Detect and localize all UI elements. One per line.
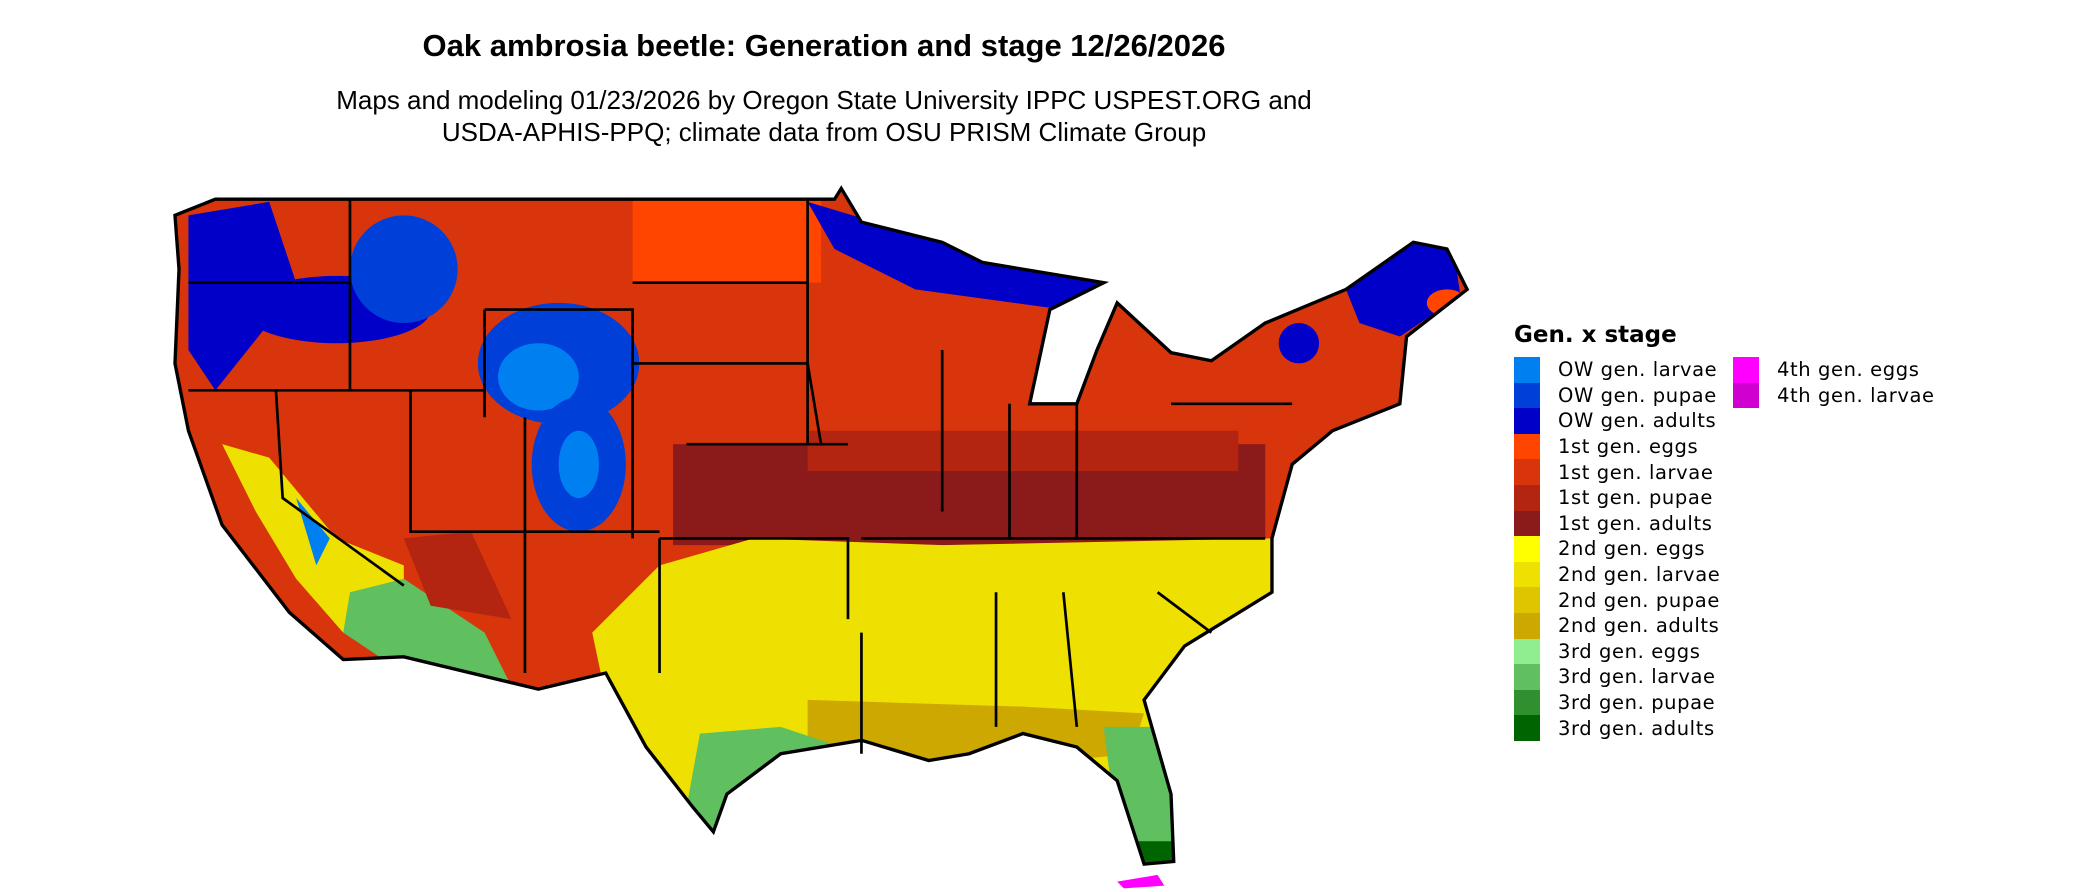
legend-label: 3rd gen. pupae <box>1558 691 1716 715</box>
legend-label: 1st gen. eggs <box>1558 435 1699 459</box>
legend-item: OW gen. larvae <box>1514 357 1733 383</box>
legend-swatch <box>1514 357 1540 383</box>
legend-swatch <box>1514 382 1540 409</box>
legend-label: OW gen. larvae <box>1558 358 1718 382</box>
legend-item: OW gen. adults <box>1514 408 1733 434</box>
legend-label: OW gen. pupae <box>1558 383 1717 407</box>
legend-label: 2nd gen. larvae <box>1558 563 1721 587</box>
legend-column: 4th gen. eggs 4th gen. larvae <box>1733 357 1952 741</box>
legend-item: 3rd gen. adults <box>1514 715 1733 741</box>
state-borders <box>188 199 1293 754</box>
legend-label: 1st gen. adults <box>1558 511 1713 535</box>
legend-swatch <box>1514 689 1540 716</box>
map-title: Oak ambrosia beetle: Generation and stag… <box>422 28 1226 63</box>
legend-item: 4th gen. larvae <box>1733 382 1952 409</box>
legend-swatch <box>1514 715 1540 741</box>
legend-swatch <box>1514 536 1540 562</box>
legend-label: 1st gen. larvae <box>1558 460 1714 484</box>
legend-swatch <box>1733 382 1759 409</box>
legend-swatch <box>1514 638 1540 665</box>
legend-item: 2nd gen. eggs <box>1514 536 1733 562</box>
legend-columns: OW gen. larvae OW gen. pupae OW gen. adult… <box>1514 357 1952 741</box>
legend-label: 4th gen. eggs <box>1777 358 1920 382</box>
map-subtitle: Maps and modeling 01/23/2026 by Oregon S… <box>0 84 1648 148</box>
subtitle-line-2: USDA-APHIS-PPQ; climate data from OSU PR… <box>441 117 1207 147</box>
legend-item: 1st gen. eggs <box>1514 433 1733 460</box>
us-border <box>173 185 1470 866</box>
legend-item: 2nd gen. adults <box>1514 612 1733 639</box>
legend-label: 4th gen. larvae <box>1777 383 1935 407</box>
legend-label: 3rd gen. adults <box>1558 716 1715 740</box>
legend-label: 2nd gen. adults <box>1558 614 1720 638</box>
legend-swatch <box>1514 484 1540 511</box>
legend-item: 3rd gen. pupae <box>1514 689 1733 716</box>
subtitle-line-1: Maps and modeling 01/23/2026 by Oregon S… <box>336 85 1312 115</box>
legend-swatch <box>1514 612 1540 639</box>
legend-swatch <box>1514 664 1540 690</box>
legend-label: 3rd gen. larvae <box>1558 665 1716 689</box>
legend-label: 2nd gen. pupae <box>1558 588 1720 612</box>
legend-item: 2nd gen. pupae <box>1514 587 1733 613</box>
legend-swatch <box>1514 433 1540 460</box>
legend-label: 3rd gen. eggs <box>1558 639 1701 663</box>
legend-label: 2nd gen. eggs <box>1558 537 1706 561</box>
legend-item: 3rd gen. larvae <box>1514 664 1733 690</box>
legend: Gen. x stage OW gen. larvae OW gen. pupae… <box>1514 322 1952 741</box>
legend-swatch <box>1733 357 1759 383</box>
legend-title: Gen. x stage <box>1514 322 1677 348</box>
legend-item: 1st gen. pupae <box>1514 484 1733 511</box>
legend-item: 1st gen. adults <box>1514 510 1733 537</box>
legend-item: OW gen. pupae <box>1514 382 1733 409</box>
legend-column: OW gen. larvae OW gen. pupae OW gen. adult… <box>1514 357 1733 741</box>
legend-swatch <box>1514 510 1540 537</box>
legend-item: 4th gen. eggs <box>1733 357 1952 383</box>
legend-swatch <box>1514 587 1540 613</box>
legend-item: 1st gen. larvae <box>1514 459 1733 485</box>
4th-gen-patch <box>1117 874 1165 889</box>
legend-swatch <box>1514 561 1540 588</box>
legend-swatch <box>1514 459 1540 485</box>
legend-item: 3rd gen. eggs <box>1514 638 1733 665</box>
legend-label: 1st gen. pupae <box>1558 486 1714 510</box>
legend-item: 2nd gen. larvae <box>1514 561 1733 588</box>
legend-swatch <box>1514 408 1540 434</box>
legend-label: OW gen. adults <box>1558 409 1717 433</box>
